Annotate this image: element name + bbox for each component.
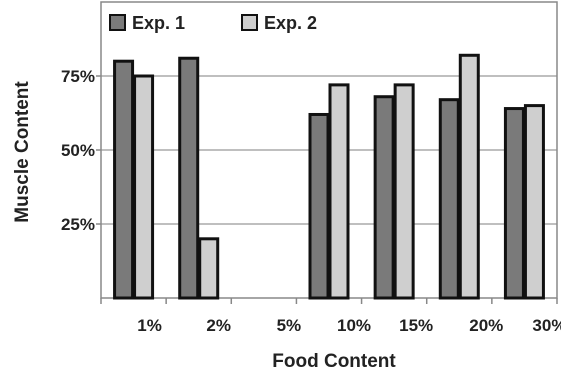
bar [113,59,135,300]
y-tick-label: 50% [61,141,95,160]
bar [308,112,330,300]
x-tick-labels: 1% 2% 5% 10% 15% 20% 30% [137,316,561,335]
legend-label: Exp. 2 [264,13,317,33]
x-tick-label: 10% [337,316,371,335]
x-tick-label: 5% [277,316,302,335]
legend-label: Exp. 1 [132,13,185,33]
x-tick-label: 1% [137,316,162,335]
bar [373,95,395,300]
legend: Exp. 1 Exp. 2 [109,13,317,33]
x-axis-title: Food Content [272,351,396,372]
bar [458,53,480,300]
x-tick-label: 15% [399,316,433,335]
bar [438,98,460,300]
bar [523,104,545,300]
x-tick-label: 20% [469,316,503,335]
bar [503,107,525,300]
legend-swatch [109,14,126,31]
bar [178,56,200,300]
bar [393,83,415,300]
bars [113,53,545,300]
x-tick-label: 30% [532,316,561,335]
y-tick-label: 25% [61,215,95,234]
y-axis-title: Muscle Content [12,81,33,223]
bar [133,74,155,300]
y-tick-labels: 25% 50% 75% [61,67,95,234]
y-tick-label: 75% [61,67,95,86]
x-tick-label: 2% [206,316,231,335]
legend-swatch [241,14,258,31]
bar [198,237,220,300]
bar [328,83,350,300]
